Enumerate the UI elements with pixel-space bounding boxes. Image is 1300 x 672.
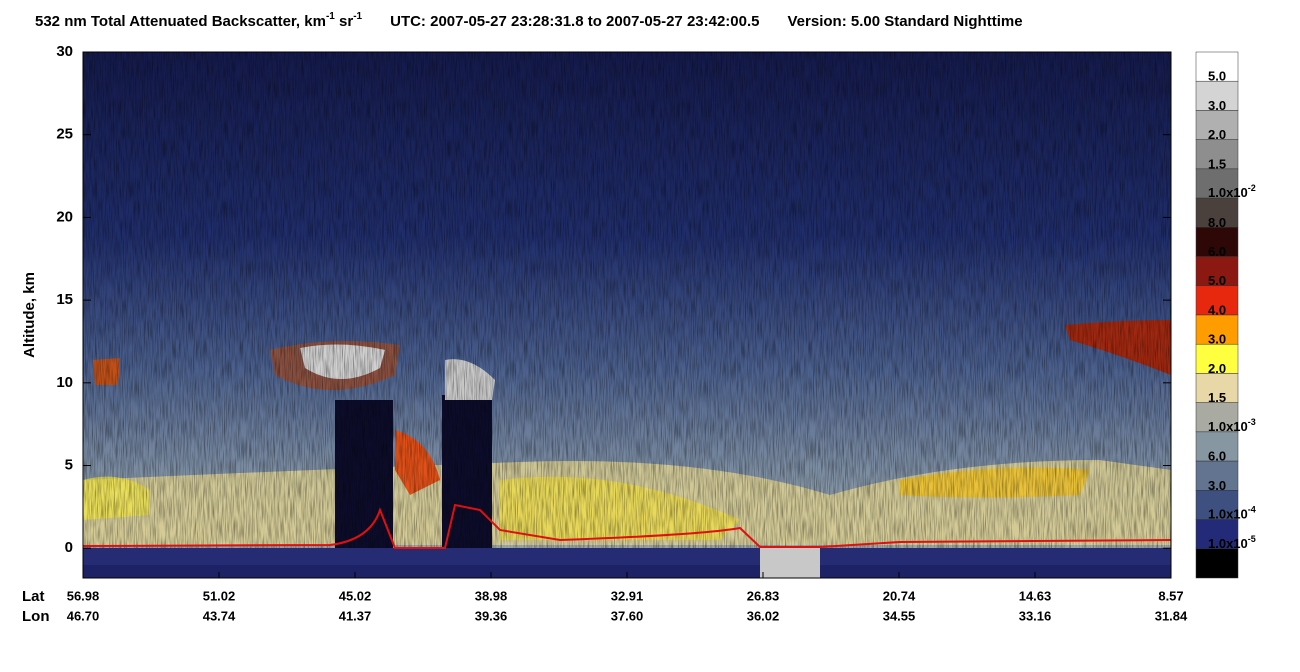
colorbar-box <box>1195 168 1239 199</box>
colorbar-label: 5.0 <box>1208 273 1226 288</box>
title-superscript: -1 <box>326 11 335 22</box>
colorbar-label: 1.5 <box>1208 390 1226 405</box>
colorbar-label: 6.0 <box>1208 449 1226 464</box>
colorbar-label: 1.0x10-4 <box>1208 505 1256 522</box>
colorbar-label: 3.0 <box>1208 478 1226 493</box>
colorbar-label: 6.0 <box>1208 244 1226 259</box>
chart-title: 532 nm Total Attenuated Backscatter, km-… <box>35 11 1023 30</box>
colorbar-label: 8.0 <box>1208 215 1226 230</box>
lon-tick-label: 41.37 <box>339 608 372 623</box>
colorbar-label: 4.0 <box>1208 302 1226 317</box>
y-tick-label: 25 <box>56 126 73 143</box>
lon-tick-label: 43.74 <box>203 608 236 623</box>
colorbar-label-base: 1.0x10 <box>1208 536 1248 551</box>
colorbar-box <box>1195 227 1239 257</box>
lon-tick-label: 34.55 <box>883 608 916 623</box>
lon-tick-label: 39.36 <box>475 608 508 623</box>
colorbar-box <box>1195 256 1239 287</box>
y-tick-label: 20 <box>56 208 73 225</box>
lon-label: Lon <box>22 608 50 625</box>
colorbar-box <box>1195 373 1239 403</box>
version: Version: 5.00 Standard Nighttime <box>788 13 1023 30</box>
utc-range: UTC: 2007-05-27 23:28:31.8 to 2007-05-27… <box>390 13 759 30</box>
y-tick-label: 10 <box>56 374 73 391</box>
lon-tick-label: 37.60 <box>611 608 644 623</box>
colorbar-label: 3.0 <box>1208 332 1226 347</box>
lon-tick-label: 46.70 <box>67 608 100 623</box>
lon-tick-label: 36.02 <box>747 608 780 623</box>
y-tick-label: 5 <box>65 456 73 473</box>
colorbar-label: 1.0x10-5 <box>1208 534 1256 551</box>
y-tick-label: 15 <box>56 291 73 308</box>
colorbar-label: 2.0 <box>1208 127 1226 142</box>
colorbar-label: 3.0 <box>1208 98 1226 113</box>
colorbar-box <box>1195 402 1239 433</box>
title-text: 532 nm Total Attenuated Backscatter, km <box>35 13 326 30</box>
lat-tick-label: 26.83 <box>747 588 780 603</box>
colorbar-label-exp: -2 <box>1248 183 1256 193</box>
colorbar-label-base: 1.0x10 <box>1208 507 1248 522</box>
colorbar-box <box>1195 548 1239 579</box>
colorbar-label-exp: -3 <box>1248 417 1256 427</box>
colorbar-label-exp: -4 <box>1248 505 1256 515</box>
colorbar-label: 1.0x10-2 <box>1208 183 1256 200</box>
colorbar-box <box>1195 110 1239 140</box>
lat-tick-label: 8.57 <box>1158 588 1183 603</box>
colorbar-label-exp: -5 <box>1248 534 1256 544</box>
lat-tick-label: 56.98 <box>67 588 100 603</box>
lon-tick-label: 31.84 <box>1155 608 1188 623</box>
curtain-image <box>82 52 1172 578</box>
title-superscript: -1 <box>353 11 362 22</box>
lat-tick-label: 20.74 <box>883 588 916 603</box>
lat-label: Lat <box>22 588 45 605</box>
colorbar-box <box>1195 51 1239 82</box>
colorbar-label-base: 1.0x10 <box>1208 419 1248 434</box>
title-text: sr <box>335 13 354 30</box>
y-tick-label: 0 <box>65 539 73 556</box>
colorbar-label-base: 1.0x10 <box>1208 186 1248 201</box>
colorbar-box <box>1195 490 1239 520</box>
lat-tick-label: 45.02 <box>339 588 372 603</box>
colorbar-label: 1.0x10-3 <box>1208 417 1256 434</box>
colorbar-box <box>1195 139 1239 170</box>
lat-tick-label: 38.98 <box>475 588 508 603</box>
colorbar-label: 1.5 <box>1208 156 1226 171</box>
y-axis-label: Altitude, km <box>21 272 38 358</box>
colorbar-label: 2.0 <box>1208 361 1226 376</box>
colorbar-box <box>1195 431 1239 462</box>
colorbar-box <box>1195 285 1239 316</box>
lon-tick-label: 33.16 <box>1019 608 1052 623</box>
y-tick-label: 30 <box>56 43 73 60</box>
colorbar-box <box>1195 314 1239 345</box>
colorbar-label: 5.0 <box>1208 69 1226 84</box>
lat-tick-label: 32.91 <box>611 588 644 603</box>
lat-tick-label: 51.02 <box>203 588 236 603</box>
lat-tick-label: 14.63 <box>1019 588 1052 603</box>
colorbar-box <box>1195 343 1239 374</box>
